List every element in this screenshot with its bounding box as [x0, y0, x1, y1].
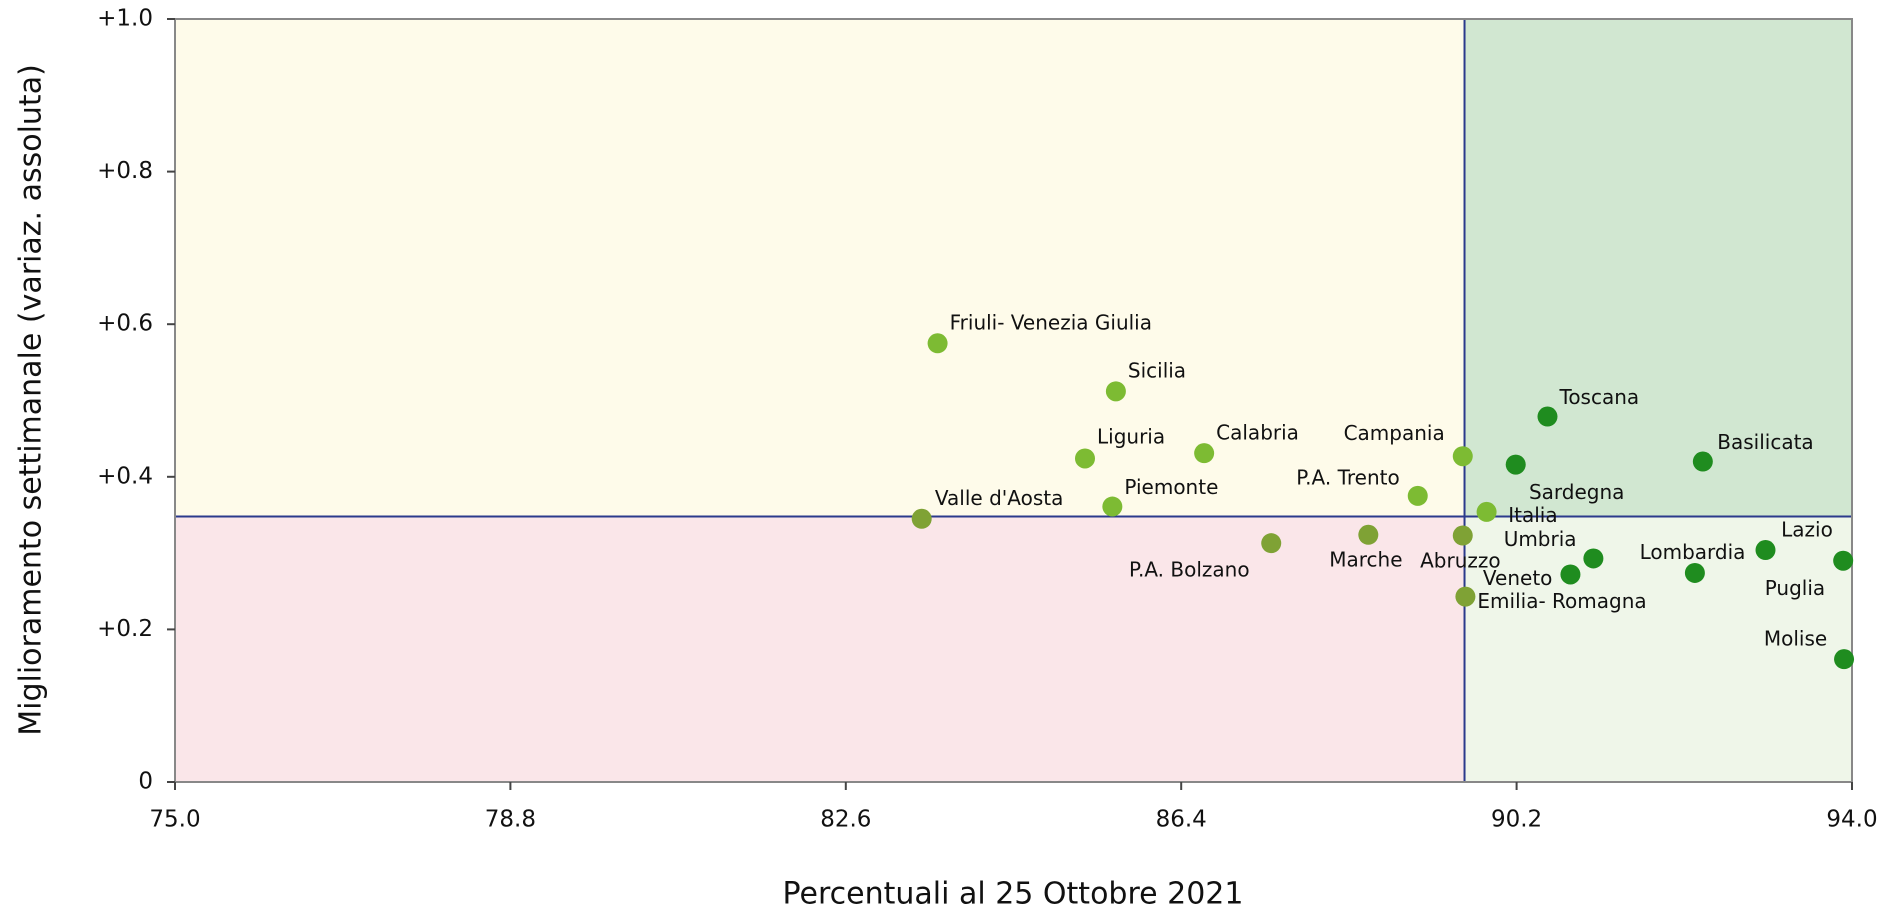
point: [1537, 406, 1558, 427]
y-tick-label: +1.0: [97, 6, 153, 32]
point-label: Umbria: [1504, 527, 1577, 551]
point-label: Piemonte: [1124, 475, 1218, 499]
y-tick-label: +0.8: [97, 158, 153, 184]
y-tick-label: +0.2: [97, 616, 153, 642]
quadrant: [1464, 516, 1852, 782]
point: [1452, 525, 1473, 546]
point-label: Sardegna: [1529, 480, 1624, 504]
point-label: Toscana: [1559, 385, 1640, 409]
point-label: Emilia- Romagna: [1477, 589, 1646, 613]
point-label: Basilicata: [1717, 430, 1813, 454]
y-axis-title: Miglioramento settimanale (variaz. assol…: [14, 64, 49, 736]
x-tick-label: 86.4: [1156, 807, 1207, 833]
x-tick-label: 90.2: [1491, 807, 1542, 833]
point: [1755, 540, 1776, 561]
point: [1833, 550, 1854, 571]
point: [911, 508, 932, 529]
point: [1505, 454, 1526, 475]
point-label: P.A. Bolzano: [1129, 557, 1250, 581]
x-tick-label: 82.6: [820, 807, 871, 833]
point: [1102, 496, 1123, 517]
point-label: Molise: [1764, 626, 1827, 650]
y-tick-label: 0: [138, 769, 153, 795]
point-label: Lazio: [1781, 517, 1833, 541]
point: [1560, 564, 1581, 585]
quadrant: [1464, 19, 1852, 517]
point: [1194, 443, 1215, 464]
x-tick-label: 94.0: [1826, 807, 1877, 833]
point: [1692, 451, 1713, 472]
point: [1452, 446, 1473, 467]
point: [927, 333, 948, 354]
point: [1684, 562, 1705, 583]
point: [1261, 533, 1282, 554]
point-label: Calabria: [1216, 420, 1299, 444]
point: [1476, 501, 1497, 522]
point-label: Liguria: [1097, 425, 1165, 449]
quadrant: [175, 516, 1465, 782]
point-label: Abruzzo: [1420, 548, 1501, 572]
point: [1583, 548, 1604, 569]
point-label: Sicilia: [1128, 359, 1186, 383]
x-tick-label: 75.0: [149, 807, 200, 833]
point: [1105, 381, 1126, 402]
point-label: Puglia: [1765, 576, 1825, 600]
x-axis-title: Percentuali al 25 Ottobre 2021: [782, 877, 1243, 912]
point-label: Marche: [1329, 548, 1402, 572]
point-label: Valle d'Aosta: [935, 486, 1063, 510]
point: [1074, 448, 1095, 469]
point-label: Lombardia: [1640, 540, 1746, 564]
point: [1455, 586, 1476, 607]
y-tick-label: +0.4: [97, 463, 153, 489]
point-label: P.A. Trento: [1296, 466, 1399, 490]
point-label: Campania: [1344, 421, 1445, 445]
quadrant: [175, 19, 1465, 517]
point-label: Italia: [1508, 503, 1557, 527]
point: [1834, 649, 1855, 670]
point: [1407, 485, 1428, 506]
point: [1358, 524, 1379, 545]
point-label: Veneto: [1483, 566, 1553, 590]
point-label: Friuli- Venezia Giulia: [950, 311, 1152, 335]
plot-border: [174, 18, 1853, 783]
x-tick-label: 78.8: [485, 807, 536, 833]
y-tick-label: +0.6: [97, 311, 153, 337]
